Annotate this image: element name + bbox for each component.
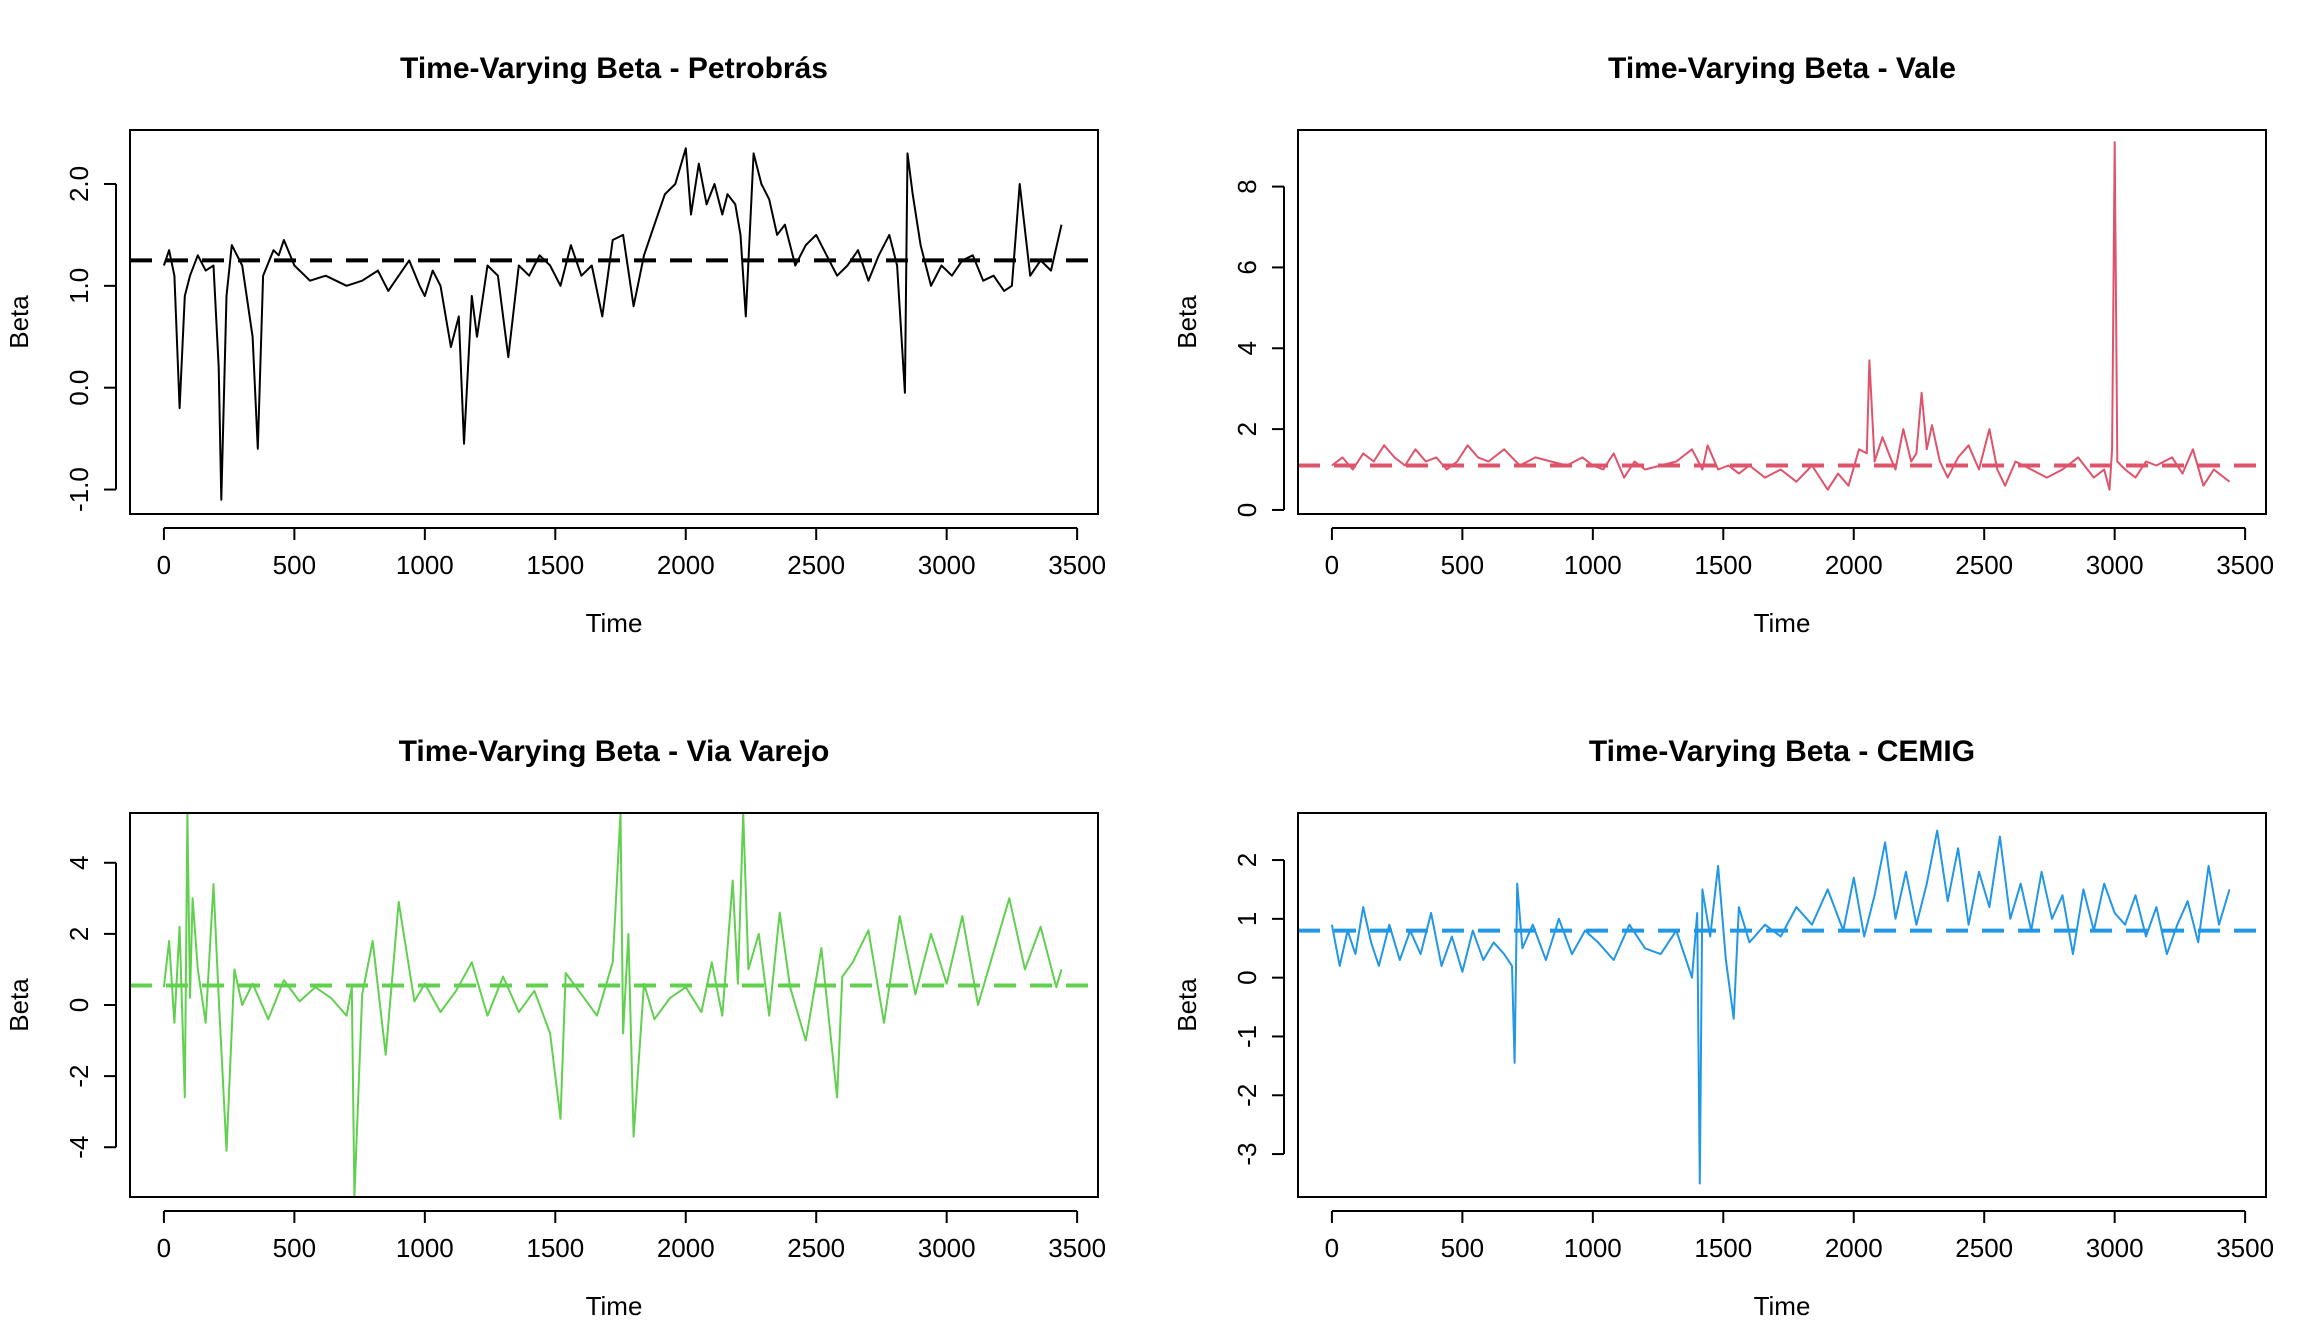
x-tick-label: 1500 xyxy=(526,550,584,580)
y-tick-label: -1.0 xyxy=(64,467,94,512)
y-tick-label: 1.0 xyxy=(64,268,94,304)
chart-panel-1: Time-Varying Beta - Petrobrás 0 500 1000 150… xyxy=(4,52,1106,638)
y-axis-label: Beta xyxy=(1172,978,1202,1032)
series-line-1 xyxy=(1331,141,2231,491)
y-tick-label: 0.0 xyxy=(64,370,94,406)
y-tick-label: 6 xyxy=(1232,260,1262,274)
x-tick-label: 1500 xyxy=(1694,550,1752,580)
x-tick-label: 1500 xyxy=(1694,1233,1752,1263)
x-tick-label: 0 xyxy=(1325,550,1339,580)
y-tick-label: 0 xyxy=(1232,503,1262,517)
chart-panel-3: Time-Varying Beta - Via Varejo 0 500 1000 15… xyxy=(4,735,1106,1321)
y-tick-label: -3 xyxy=(1232,1143,1262,1166)
plot-frame xyxy=(1297,812,2267,1198)
y-tick-label: 4 xyxy=(64,856,94,870)
x-tick-label: 3000 xyxy=(2086,550,2144,580)
x-tick-label: 3000 xyxy=(918,1233,976,1263)
x-tick-label: 1000 xyxy=(1564,1233,1622,1263)
y-tick-label: 2.0 xyxy=(64,166,94,202)
x-axis-label: Time xyxy=(586,608,643,638)
plot-frame xyxy=(1297,129,2267,515)
series-line-1 xyxy=(162,813,1063,1197)
x-tick-label: 2500 xyxy=(1955,1233,2013,1263)
series-line-1 xyxy=(1330,829,2231,1185)
x-tick-label: 2500 xyxy=(1955,550,2013,580)
x-tick-label: 3500 xyxy=(1048,550,1106,580)
y-axis-label: Beta xyxy=(4,295,34,349)
x-tick-label: 2500 xyxy=(787,550,845,580)
plot-frame xyxy=(129,129,1099,515)
y-tick-label: 0 xyxy=(1232,970,1262,984)
x-tick-label: 1000 xyxy=(396,550,454,580)
chart-title: Time-Varying Beta - Via Varejo xyxy=(399,735,830,768)
x-tick-label: 1500 xyxy=(526,1233,584,1263)
y-tick-label: 1 xyxy=(1232,912,1262,926)
chart-panel-2: Time-Varying Beta - Vale 0 500 1000 1500 2000… xyxy=(1172,52,2274,638)
x-tick-label: 3000 xyxy=(918,550,976,580)
x-tick-label: 3000 xyxy=(2086,1233,2144,1263)
y-tick-label: -2 xyxy=(1232,1084,1262,1107)
chart-title: Time-Varying Beta - Vale xyxy=(1608,52,1956,85)
x-tick-label: 2000 xyxy=(1825,550,1883,580)
x-tick-label: 3500 xyxy=(2216,1233,2274,1263)
y-tick-label: -2 xyxy=(64,1065,94,1088)
y-tick-label: 0 xyxy=(64,998,94,1012)
x-axis-label: Time xyxy=(1754,1291,1811,1321)
x-tick-label: 3500 xyxy=(2216,550,2274,580)
x-tick-label: 500 xyxy=(1441,1233,1484,1263)
x-tick-label: 0 xyxy=(157,1233,171,1263)
x-tick-label: 2000 xyxy=(657,1233,715,1263)
x-tick-label: 500 xyxy=(273,550,316,580)
x-tick-label: 2000 xyxy=(657,550,715,580)
y-tick-label: 8 xyxy=(1232,179,1262,193)
x-axis-label: Time xyxy=(586,1291,643,1321)
x-tick-label: 1000 xyxy=(1564,550,1622,580)
y-tick-label: 4 xyxy=(1232,341,1262,355)
chart-title: Time-Varying Beta - Petrobrás xyxy=(400,52,828,85)
y-axis-label: Beta xyxy=(1172,295,1202,349)
y-tick-label: -4 xyxy=(64,1136,94,1159)
x-axis-label: Time xyxy=(1754,608,1811,638)
y-axis-label: Beta xyxy=(4,978,34,1032)
x-tick-label: 1000 xyxy=(396,1233,454,1263)
series-line-1 xyxy=(162,147,1063,501)
x-tick-label: 3500 xyxy=(1048,1233,1106,1263)
x-tick-label: 2000 xyxy=(1825,1233,1883,1263)
y-tick-label: -1 xyxy=(1232,1025,1262,1048)
y-tick-label: 2 xyxy=(1232,422,1262,436)
x-tick-label: 0 xyxy=(1325,1233,1339,1263)
x-tick-label: 0 xyxy=(157,550,171,580)
x-tick-label: 500 xyxy=(1441,550,1484,580)
chart-title: Time-Varying Beta - CEMIG xyxy=(1589,735,1975,768)
chart-panel-4: Time-Varying Beta - CEMIG 0 500 1000 1500 200… xyxy=(1172,735,2274,1321)
x-tick-label: 500 xyxy=(273,1233,316,1263)
y-tick-label: 2 xyxy=(1232,853,1262,867)
x-tick-label: 2500 xyxy=(787,1233,845,1263)
y-tick-label: 2 xyxy=(64,927,94,941)
plot-frame xyxy=(129,812,1099,1198)
